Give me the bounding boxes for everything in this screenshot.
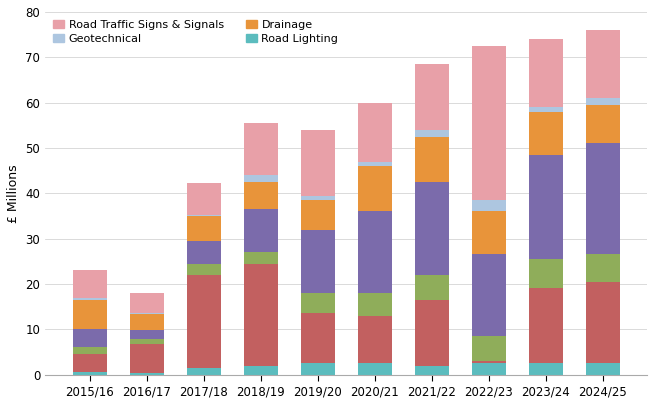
Bar <box>243 264 278 366</box>
Bar <box>585 30 620 98</box>
Bar <box>73 347 107 354</box>
Bar <box>186 215 221 216</box>
Bar <box>186 275 221 368</box>
Bar <box>528 155 562 259</box>
Bar <box>415 64 449 130</box>
Bar <box>472 200 506 211</box>
Bar <box>585 143 620 254</box>
Bar <box>358 363 392 375</box>
Bar <box>415 136 449 182</box>
Bar <box>415 182 449 275</box>
Bar <box>243 252 278 264</box>
Bar <box>73 300 107 329</box>
Y-axis label: £ Millions: £ Millions <box>7 164 20 223</box>
Bar <box>472 336 506 361</box>
Bar <box>186 216 221 241</box>
Legend: Road Traffic Signs & Signals, Geotechnical, Drainage, Road Lighting: Road Traffic Signs & Signals, Geotechnic… <box>51 17 341 46</box>
Bar <box>528 288 562 363</box>
Bar <box>129 339 164 344</box>
Bar <box>73 298 107 300</box>
Bar <box>472 363 506 375</box>
Bar <box>528 259 562 288</box>
Bar <box>415 130 449 136</box>
Bar <box>129 344 164 373</box>
Bar <box>415 366 449 375</box>
Bar <box>243 175 278 182</box>
Bar <box>472 254 506 336</box>
Bar <box>528 363 562 375</box>
Bar <box>528 39 562 107</box>
Bar <box>301 130 335 196</box>
Bar <box>301 313 335 363</box>
Bar <box>73 271 107 298</box>
Bar <box>472 46 506 200</box>
Bar <box>243 123 278 175</box>
Bar <box>301 196 335 200</box>
Bar <box>415 275 449 300</box>
Bar <box>358 166 392 211</box>
Bar <box>415 300 449 366</box>
Bar <box>585 282 620 363</box>
Bar <box>585 98 620 105</box>
Bar <box>129 373 164 375</box>
Bar <box>129 314 164 330</box>
Bar <box>358 162 392 166</box>
Bar <box>301 200 335 230</box>
Bar <box>472 361 506 363</box>
Bar <box>186 183 221 215</box>
Bar <box>186 368 221 375</box>
Bar <box>129 330 164 339</box>
Bar <box>585 105 620 143</box>
Bar <box>301 230 335 293</box>
Bar <box>301 363 335 375</box>
Bar <box>73 372 107 375</box>
Bar <box>129 313 164 314</box>
Bar <box>528 107 562 112</box>
Bar <box>358 293 392 316</box>
Bar <box>243 182 278 209</box>
Bar <box>243 366 278 375</box>
Bar <box>358 211 392 293</box>
Bar <box>585 254 620 282</box>
Bar <box>585 363 620 375</box>
Bar <box>73 354 107 372</box>
Bar <box>73 329 107 347</box>
Bar <box>472 211 506 254</box>
Bar <box>528 112 562 155</box>
Bar <box>186 241 221 264</box>
Bar <box>358 102 392 162</box>
Bar <box>358 316 392 363</box>
Bar <box>301 293 335 313</box>
Bar <box>129 293 164 313</box>
Bar <box>186 264 221 275</box>
Bar <box>243 209 278 252</box>
